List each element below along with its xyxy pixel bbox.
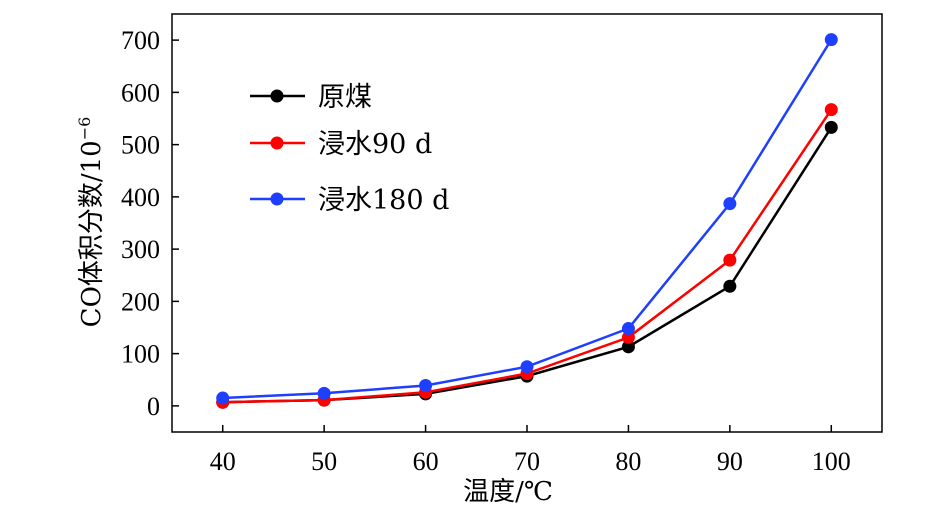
y-tick-label: 200 bbox=[121, 287, 160, 316]
x-tick-label: 80 bbox=[615, 447, 641, 476]
data-point bbox=[621, 330, 635, 344]
data-point bbox=[723, 197, 737, 211]
x-tick-label: 100 bbox=[812, 447, 851, 476]
data-point bbox=[824, 120, 838, 134]
data-point bbox=[419, 378, 433, 392]
data-point bbox=[317, 386, 331, 400]
data-point bbox=[723, 253, 737, 267]
legend-label: 浸水180 d bbox=[318, 185, 449, 216]
y-tick-label: 600 bbox=[121, 78, 160, 107]
y-tick-label: 500 bbox=[121, 131, 160, 160]
x-axis-title: 温度/℃ bbox=[463, 477, 553, 507]
y-axis-title: CO体积分数/10−6 bbox=[75, 117, 107, 328]
x-tick-label: 50 bbox=[311, 447, 337, 476]
data-point bbox=[621, 322, 635, 336]
y-tick-label: 100 bbox=[121, 340, 160, 369]
y-tick-label: 0 bbox=[147, 392, 160, 421]
legend-label: 浸水90 d bbox=[318, 129, 432, 160]
y-tick-label: 700 bbox=[121, 26, 160, 55]
x-tick-label: 70 bbox=[514, 447, 540, 476]
legend-marker bbox=[270, 89, 284, 103]
y-tick-label: 300 bbox=[121, 235, 160, 264]
data-point bbox=[520, 360, 534, 374]
y-tick-label: 400 bbox=[121, 183, 160, 212]
legend-marker bbox=[270, 192, 284, 206]
y-axis-title-superscript: −6 bbox=[75, 117, 94, 141]
x-tick-label: 90 bbox=[717, 447, 743, 476]
legend-label: 原煤 bbox=[318, 82, 372, 113]
data-point bbox=[621, 340, 635, 354]
series-line bbox=[222, 38, 833, 400]
data-point bbox=[723, 279, 737, 293]
axis-ticks: 40 50 60 70 80 90 100 0 100 200 300 400 500 600 700 bbox=[121, 26, 851, 476]
data-point bbox=[216, 391, 230, 405]
x-tick-label: 60 bbox=[413, 447, 439, 476]
series-group bbox=[216, 33, 838, 409]
y-axis-title-main: CO体积分数/10 bbox=[77, 140, 107, 327]
data-point bbox=[824, 33, 838, 47]
data-point bbox=[824, 103, 838, 117]
legend-marker bbox=[270, 136, 284, 150]
x-tick-label: 40 bbox=[210, 447, 236, 476]
series-line bbox=[222, 108, 833, 404]
